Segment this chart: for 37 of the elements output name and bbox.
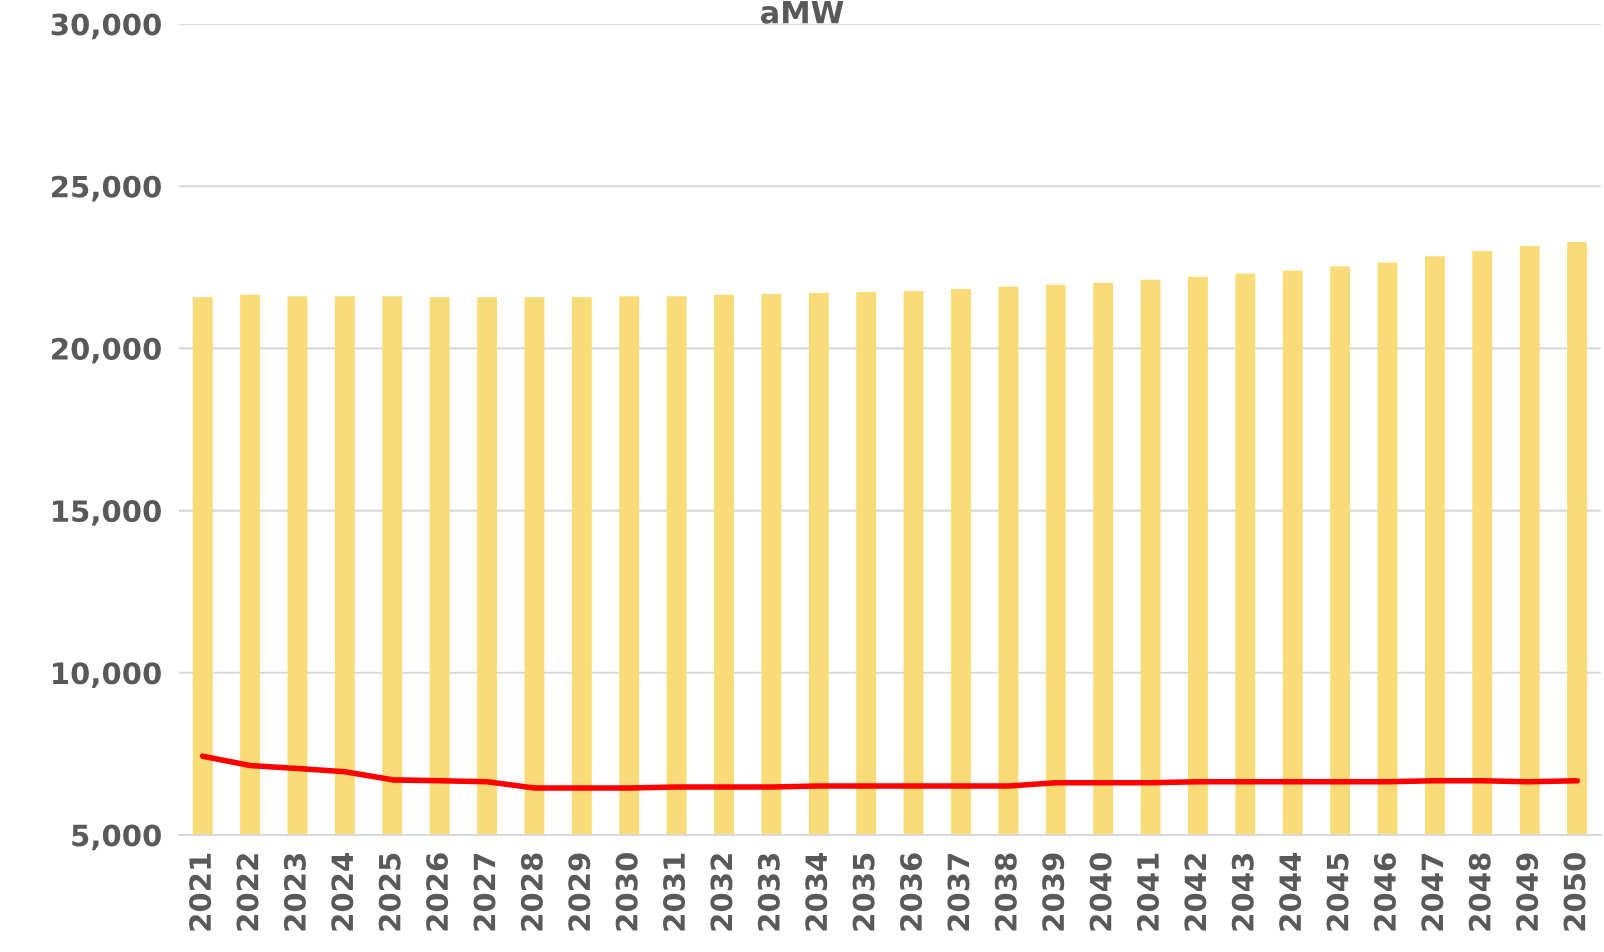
x-tick-label: 2033 xyxy=(757,853,780,931)
x-tick-label: 2026 xyxy=(426,853,449,931)
y-tick-label: 5,000 xyxy=(72,824,161,851)
y-tick-label: 15,000 xyxy=(53,500,161,526)
x-tick-label: 2047 xyxy=(1421,853,1444,931)
x-tick-label: 2032 xyxy=(710,854,733,931)
x-tick-label: 2029 xyxy=(568,853,591,931)
x-tick-label: 2030 xyxy=(615,853,638,931)
y-tick-label: 30,000 xyxy=(51,13,161,40)
x-tick-label: 2034 xyxy=(805,853,828,931)
chart-title: aMW xyxy=(760,0,844,24)
x-tick-label: 2035 xyxy=(852,853,875,931)
x-tick-label: 2050 xyxy=(1563,853,1586,931)
x-tick-label: 2028 xyxy=(520,853,543,931)
x-tick-label: 2031 xyxy=(663,853,686,931)
x-tick-label: 2027 xyxy=(473,853,496,931)
x-tick-label: 2049 xyxy=(1516,853,1539,931)
y-tick-label: 20,000 xyxy=(52,337,161,364)
x-tick-label: 2044 xyxy=(1279,853,1302,931)
x-tick-label: 2040 xyxy=(1089,853,1112,931)
y-tick-label: 25,000 xyxy=(52,175,161,202)
x-tick-label: 2042 xyxy=(1184,854,1207,931)
x-tick-label: 2038 xyxy=(994,853,1017,931)
x-tick-label: 2024 xyxy=(331,853,354,931)
x-tick-label: 2045 xyxy=(1326,853,1349,931)
x-tick-label: 2025 xyxy=(378,853,401,931)
x-tick-label: 2022 xyxy=(236,854,259,931)
x-tick-label: 2048 xyxy=(1468,853,1491,931)
x-tick-label: 2037 xyxy=(947,853,970,931)
x-tick-label: 2021 xyxy=(189,853,212,931)
x-tick-label: 2046 xyxy=(1373,853,1396,931)
x-tick-label: 2036 xyxy=(899,853,923,931)
x-tick-label: 2043 xyxy=(1231,853,1254,931)
x-tick-label: 2041 xyxy=(1136,853,1160,931)
x-tick-label: 2023 xyxy=(283,853,306,931)
x-tick-label: 2039 xyxy=(1042,853,1065,931)
y-tick-label: 10,000 xyxy=(53,662,161,689)
